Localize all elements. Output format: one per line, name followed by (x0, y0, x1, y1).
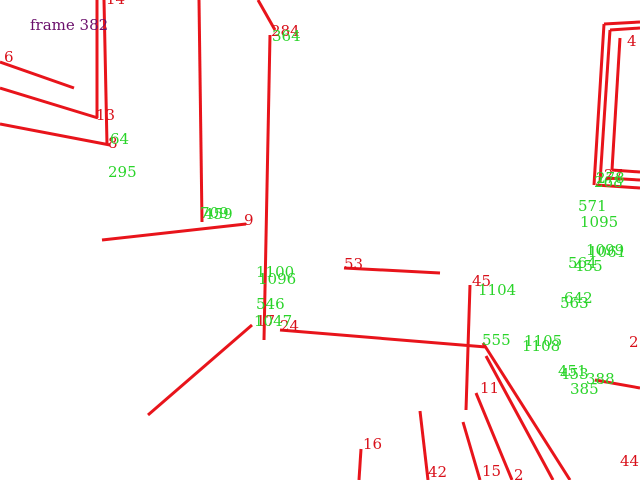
green-label: 1095 (580, 213, 618, 231)
line-segment (481, 342, 572, 481)
line-segment (592, 23, 606, 186)
green-label: 385 (570, 380, 599, 398)
green-label: 555 (482, 331, 511, 349)
line-segment (102, 0, 109, 146)
red-label: 42 (428, 463, 447, 480)
line-segment (256, 0, 277, 31)
line-segment (610, 37, 622, 171)
red-label: 14 (106, 0, 125, 8)
green-label: 1099 (586, 241, 624, 259)
line-segment (101, 222, 247, 242)
red-label: 8 (108, 134, 118, 152)
red-label: 2 (514, 466, 524, 480)
red-label: 45 (472, 272, 491, 290)
red-label: 15 (482, 462, 501, 480)
line-segment (598, 29, 612, 183)
red-label: 17 (256, 312, 275, 330)
line-segment (357, 448, 363, 481)
green-label: 388 (586, 370, 615, 388)
green-label: 1096 (258, 270, 296, 288)
green-label: 709 (200, 204, 229, 222)
green-label: 1105 (524, 332, 562, 350)
red-label: 2 (629, 333, 639, 351)
green-label: 571 (578, 197, 607, 215)
green-label: 364 (272, 27, 301, 45)
red-label: 27 (604, 166, 623, 184)
green-label: 642 (564, 289, 593, 307)
line-segment (0, 86, 99, 120)
line-segment (603, 20, 640, 26)
red-label: 4 (627, 32, 637, 50)
red-label: 16 (363, 435, 382, 453)
line-segment (609, 26, 640, 32)
red-label: 11 (480, 379, 499, 397)
green-label: 268 (594, 173, 623, 191)
line-segment (464, 284, 472, 411)
line-segment (474, 392, 514, 481)
line-segment (147, 323, 253, 417)
green-label: 1100 (256, 263, 294, 281)
green-label: 1061 (588, 243, 626, 261)
red-labels: 14 6 13 8 9 284 53 45 24 11 16 42 15 2 4… (4, 0, 639, 484)
green-label: 453 (560, 365, 589, 383)
green-label: 295 (108, 163, 137, 181)
line-segment (595, 183, 640, 190)
line-segment (0, 122, 111, 147)
green-label: 546 (256, 295, 285, 313)
red-label: 24 (280, 317, 299, 335)
line-segment (611, 168, 640, 174)
green-label: 459 (204, 205, 233, 223)
red-label: 284 (271, 22, 300, 40)
green-label: 451 (558, 362, 587, 380)
green-label: 564 (568, 254, 597, 272)
green-label: 455 (574, 257, 603, 275)
red-label: 44 (620, 452, 639, 470)
green-label: 1108 (522, 337, 560, 355)
red-label: 9 (244, 211, 254, 229)
red-label: 53 (344, 255, 363, 273)
green-label: 563 (560, 294, 589, 312)
line-segment (343, 266, 441, 275)
green-label: 64 (110, 130, 129, 148)
line-segment (484, 355, 555, 481)
line-segment (279, 328, 487, 349)
line-segment (594, 378, 640, 390)
line-segment (418, 410, 430, 481)
green-label: 1104 (478, 281, 516, 299)
red-label: 6 (4, 48, 14, 66)
frame-counter: frame 382 (30, 16, 109, 34)
line-segment (461, 421, 482, 481)
green-labels: 364 295 64 709 459 1100 1096 546 1047 11… (108, 27, 626, 398)
green-label: 278 (596, 169, 625, 187)
line-segment (605, 176, 640, 182)
green-label: 1047 (254, 312, 292, 330)
line-segment (262, 34, 272, 341)
red-label: 13 (96, 106, 115, 124)
line-segment (0, 60, 75, 90)
line-segment (197, 0, 204, 223)
